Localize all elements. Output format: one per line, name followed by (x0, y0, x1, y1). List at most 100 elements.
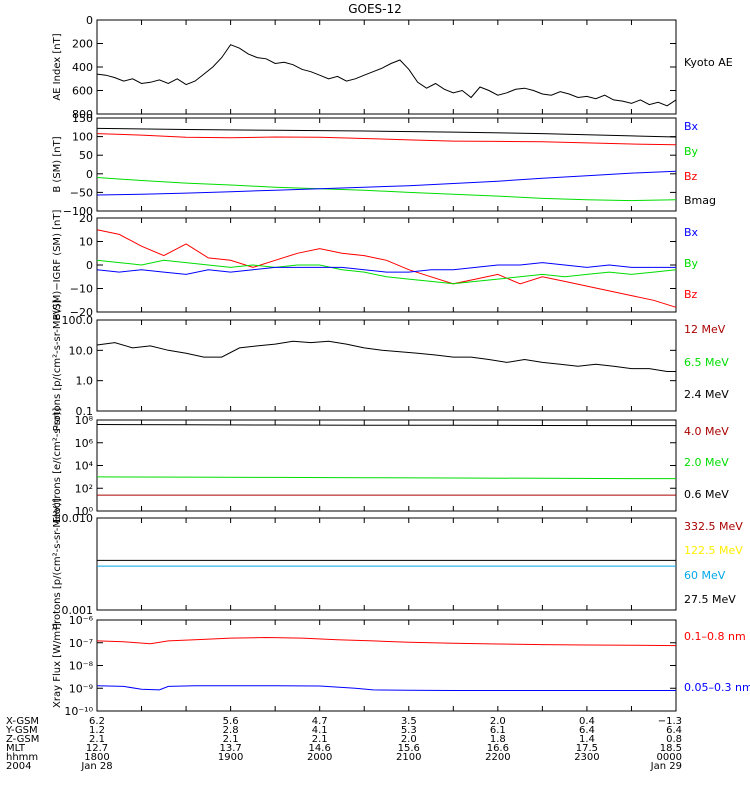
ephemeris-value: 12.7 (86, 743, 108, 754)
legend-label: 12 MeV (684, 323, 726, 336)
y-tick-label: 10.0 (69, 344, 94, 357)
ephemeris-value: 16.6 (487, 743, 509, 754)
y-tick-label: −100 (63, 205, 93, 218)
ephemeris-value: 1800 (84, 752, 109, 763)
y-tick-label: 10 (79, 236, 93, 249)
legend-label: 0.05–0.3 nm (684, 681, 750, 694)
panel-frame (96, 19, 677, 115)
ephemeris-value: 0.4 (579, 716, 595, 727)
ephemeris-value: 2.1 (223, 734, 239, 745)
panel-frame (96, 517, 677, 611)
ephemeris-row-label: Y-GSM (5, 725, 38, 736)
ephemeris-row-label: MLT (6, 743, 26, 754)
legend-label: Bmag (684, 194, 716, 207)
ephemeris-row-label: hhmm (6, 752, 38, 763)
legend-label: Bz (684, 170, 698, 183)
series-line-kyoto-ae (96, 44, 677, 107)
ephemeris-value: −1.3 (658, 716, 682, 727)
y-tick-label: 10⁰ (75, 505, 94, 518)
series-line-0-05-0-3-nm (96, 685, 676, 691)
y-tick-label: −20 (70, 306, 93, 319)
y-tick-label: 0 (86, 259, 93, 272)
y-tick-label: 100.0 (62, 314, 94, 327)
y-axis-label: Protons [p/(cm²-s-sr-MeV)] (52, 498, 63, 630)
y-tick-label: 1.0 (76, 375, 94, 388)
series-line-bz (96, 229, 677, 308)
legend-label: By (684, 145, 699, 158)
y-tick-label: 0.010 (62, 512, 94, 525)
y-tick-label: 0.001 (62, 604, 94, 617)
series-line-2-4-mev (96, 340, 676, 372)
ephemeris-value: 6.4 (579, 725, 595, 736)
series-line-bz (96, 133, 677, 146)
series-line-bx (96, 170, 677, 196)
ephemeris-value: 2.8 (223, 725, 239, 736)
legend-label: 27.5 MeV (684, 593, 736, 606)
y-axis-label: B(SM)−IGRF (SM) [nT] (52, 210, 63, 321)
panel-frame (96, 319, 677, 412)
legend-label: Bx (684, 120, 699, 133)
y-tick-label: −50 (70, 186, 93, 199)
ephemeris-value: 5.3 (401, 725, 417, 736)
ephemeris-value: 1.4 (579, 734, 595, 745)
ephemeris-value: 2100 (396, 752, 421, 763)
ephemeris-value: 2300 (574, 752, 599, 763)
ephemeris-value: 15.6 (398, 743, 420, 754)
panel-frame (96, 619, 677, 712)
panel-frame (96, 217, 677, 313)
chart-title: GOES-12 (348, 2, 402, 16)
ephemeris-value: 2.0 (401, 734, 417, 745)
panel-ae: 0 200 400 600 800 AE Index [nT] Kyoto AE (52, 14, 733, 121)
legend-label: 332.5 MeV (684, 520, 743, 533)
y-tick-label: 200 (72, 38, 93, 51)
y-tick-label: 10⁻⁷ (69, 637, 93, 650)
ephemeris-value: 3.5 (401, 716, 417, 727)
series-line-bmag (96, 127, 677, 138)
panel-db: 20 10 0 −10 −20 B(SM)−IGRF (SM) [nT] Bx By Bz (52, 210, 699, 321)
y-tick-label: 600 (72, 85, 93, 98)
ephemeris-value: 18.5 (660, 743, 682, 754)
legend-label: Bz (684, 288, 698, 301)
y-tick-label: 10² (75, 482, 93, 495)
y-tick-label: 0 (86, 168, 93, 181)
ephemeris-table: X-GSMY-GSMZ-GSMMLThhmm20046.21.22.112.71… (5, 716, 682, 772)
ephemeris-value: 2.1 (89, 734, 105, 745)
ephemeris-value: 6.2 (89, 716, 105, 727)
series-line-by (96, 259, 677, 285)
y-axis-label: Protons [p/(cm²-s-sr-MeV)] (52, 300, 63, 432)
ephemeris-value: 5.6 (223, 716, 239, 727)
y-tick-label: 400 (72, 61, 93, 74)
ephemeris-value: 0000 (657, 752, 682, 763)
ephemeris-value: 1900 (218, 752, 243, 763)
ephemeris-value: 6.1 (490, 725, 506, 736)
ephemeris-value: Jan 29 (650, 761, 682, 772)
y-tick-label: 100 (72, 131, 93, 144)
legend-label: 2.4 MeV (684, 388, 729, 401)
series-line-2-0-mev (96, 476, 676, 480)
legend-label: Kyoto AE (684, 56, 733, 69)
y-tick-label: 10⁶ (75, 437, 94, 450)
y-tick-label: 10⁻⁶ (69, 614, 94, 627)
ephemeris-value: 14.6 (309, 743, 331, 754)
panel-b: 150 100 50 0 −50 −100 B (SM) [nT] Bx By Bz Bmag (52, 112, 716, 218)
ephemeris-value: 0.8 (666, 734, 682, 745)
legend-label: 0.1–0.8 nm (684, 630, 746, 643)
y-axis-label: AE Index [nT] (52, 33, 63, 100)
ephemeris-value: 2.0 (490, 716, 506, 727)
ephemeris-value: 6.4 (666, 725, 682, 736)
y-axis-label: Electrons [e/(cm²-s-sr)] (52, 408, 63, 524)
y-tick-label: 10⁻⁸ (69, 660, 94, 673)
legend-label: 0.6 MeV (684, 488, 729, 501)
y-tick-label: 50 (79, 149, 93, 162)
ephemeris-row-label: Z-GSM (6, 734, 39, 745)
ephemeris-value: 4.1 (312, 725, 328, 736)
ephemeris-value: 2200 (485, 752, 510, 763)
panel-electrons: 10⁸ 10⁶ 10⁴ 10² 10⁰ Electrons [e/(cm²-s-sr)] 4… (52, 408, 729, 524)
y-tick-label: −10 (70, 283, 93, 296)
y-tick-label: 20 (79, 212, 93, 225)
y-tick-label: 10⁻¹⁰ (64, 705, 93, 718)
y-axis-label: B (SM) [nT] (52, 136, 63, 192)
y-tick-label: 10⁴ (75, 460, 94, 473)
